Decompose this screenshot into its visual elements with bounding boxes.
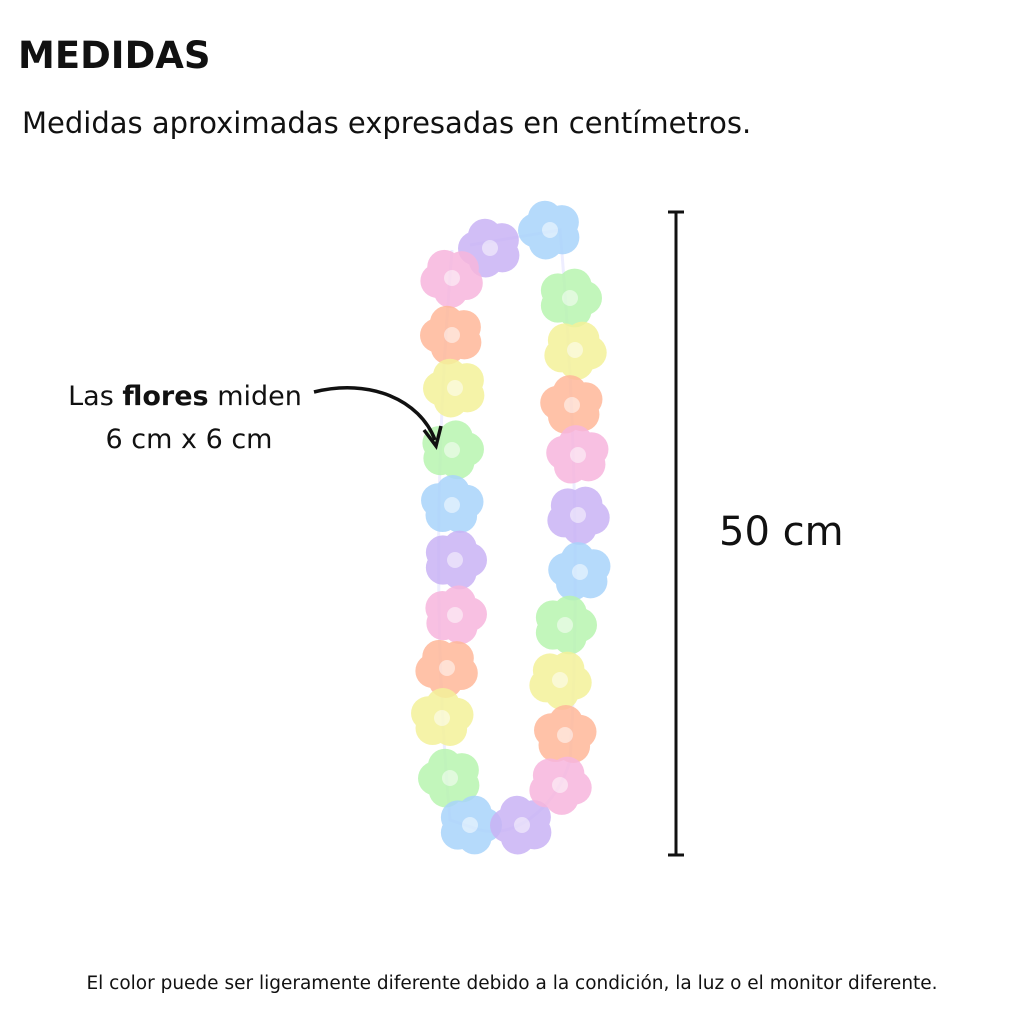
petal — [484, 223, 519, 258]
petal — [457, 795, 492, 830]
flower-center — [562, 290, 578, 306]
annotation-size: 6 cm x 6 cm — [106, 424, 273, 455]
flower-center — [567, 342, 583, 358]
petal — [446, 310, 481, 345]
flower-center — [444, 270, 460, 286]
flower — [547, 486, 610, 545]
petal — [550, 651, 585, 686]
petal — [452, 597, 487, 632]
petal — [449, 484, 484, 519]
flower — [540, 375, 603, 434]
annotation-bold: flores — [122, 381, 208, 412]
flower-center — [462, 817, 478, 833]
flower-center — [514, 817, 530, 833]
flower — [425, 530, 487, 590]
flower — [540, 268, 602, 328]
flower-center — [447, 380, 463, 396]
flower — [423, 358, 485, 418]
annotation-prefix: Las — [68, 381, 122, 412]
flower — [425, 585, 487, 645]
flower-center — [444, 497, 460, 513]
flower — [411, 688, 474, 746]
petal — [562, 714, 597, 749]
petal — [552, 595, 587, 630]
flower — [420, 305, 482, 365]
flower — [490, 795, 552, 855]
petal — [449, 432, 484, 467]
title: MEDIDAS — [18, 34, 211, 77]
flower — [421, 475, 484, 533]
petal — [442, 530, 477, 565]
flower — [420, 249, 483, 308]
petal — [544, 205, 579, 240]
petal — [576, 549, 611, 584]
flower-center — [442, 770, 458, 786]
flower — [534, 705, 597, 763]
annotation-line: Las flores miden — [68, 381, 302, 412]
flower-center — [482, 240, 498, 256]
flower — [548, 542, 611, 601]
petal — [444, 251, 479, 286]
flower — [544, 321, 607, 380]
flower — [529, 756, 592, 815]
flower — [535, 595, 597, 655]
flower — [418, 748, 480, 808]
petal — [574, 432, 609, 467]
petal — [444, 753, 479, 788]
flower — [518, 200, 580, 260]
flower-center — [552, 672, 568, 688]
flower-center — [557, 617, 573, 633]
arrow-head — [422, 425, 443, 450]
annotation-suffix: miden — [209, 381, 302, 412]
flower-center — [444, 442, 460, 458]
flower-center — [542, 222, 558, 238]
flower-center — [439, 660, 455, 676]
flower-center — [557, 727, 573, 743]
petal — [449, 363, 484, 398]
flower-center — [570, 447, 586, 463]
flower-center — [444, 327, 460, 343]
flower — [546, 425, 609, 484]
flower-center — [572, 564, 588, 580]
petal — [439, 697, 474, 732]
petal — [516, 800, 551, 835]
flower-center — [447, 607, 463, 623]
petal — [557, 268, 592, 303]
flower — [529, 651, 592, 710]
footer-note: El color puede ser ligeramente diferente… — [86, 973, 937, 994]
subtitle: Medidas aproximadas expresadas en centím… — [22, 106, 751, 140]
petal — [439, 641, 474, 676]
flower-lei — [411, 200, 611, 855]
flower-center — [564, 397, 580, 413]
arrow — [313, 386, 437, 441]
flower-center — [570, 507, 586, 523]
flower-center — [434, 710, 450, 726]
petal — [565, 321, 600, 356]
measure-label: 50 cm — [719, 509, 844, 555]
flower-center — [447, 552, 463, 568]
petal — [568, 382, 603, 417]
petal — [550, 756, 585, 791]
petal — [568, 486, 603, 521]
flower-center — [552, 777, 568, 793]
